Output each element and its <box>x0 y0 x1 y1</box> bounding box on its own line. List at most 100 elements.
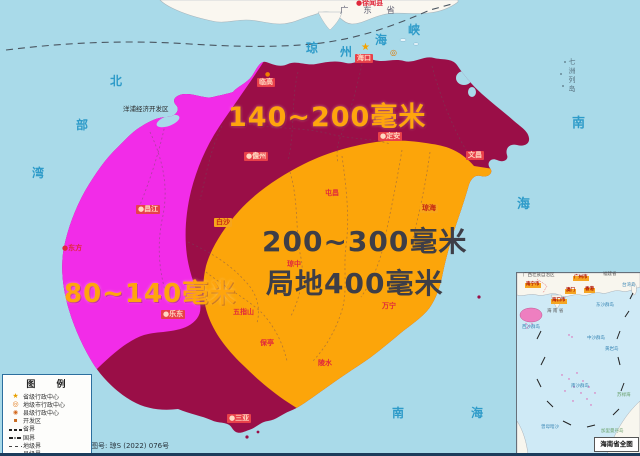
city-label-ledong: ●乐东 <box>161 310 186 319</box>
sea-label-beibu-char: 北 <box>110 74 123 88</box>
legend-item-label: 县级行政中心 <box>23 409 60 417</box>
city-label-wuzhishan: 五指山 <box>233 308 254 316</box>
sea-label-strait-char: 海 <box>375 33 388 47</box>
sea-label-southsea-char: 南 <box>572 116 586 131</box>
legend-item-label: 开发区 <box>23 418 42 426</box>
strait-boundary-line <box>5 3 453 51</box>
inset-label-zhongsha: 中沙群岛 <box>587 336 605 341</box>
inset-label-dongsha: 东沙群岛 <box>596 303 614 308</box>
strait-islet <box>399 38 407 42</box>
mainland-label-xuwen: ●徐闻县 <box>356 0 384 7</box>
legend-item-label: 省级行政中心 <box>23 393 60 401</box>
yangpu-bay <box>156 114 180 128</box>
sanya-islet <box>245 435 249 439</box>
city-label-qionghai: 琼海 <box>420 204 438 213</box>
rain-label-center-2: 局地400毫米 <box>266 267 444 300</box>
inset-malay-peninsula <box>517 420 529 454</box>
legend-item-label: 地级界 <box>23 442 42 450</box>
inset-label-xisha: 西沙群岛 <box>522 325 540 330</box>
city-label-tunchang: 屯昌 <box>325 189 339 197</box>
inset-mainland <box>517 273 640 297</box>
sea-label-beibu-char: 湾 <box>32 166 45 180</box>
city-label-sanya: ●三亚 <box>227 414 252 423</box>
inset-label-huangyan: 黄岩岛 <box>605 347 619 352</box>
inset-label-zengmu: 曾母暗沙 <box>541 425 559 430</box>
rain-label-north: 140~200毫米 <box>228 102 427 133</box>
legend-item-label: 省界 <box>23 426 36 434</box>
legend-item-label: 地级市行政中心 <box>23 401 66 409</box>
city-label-qiongzhong: 琼中 <box>287 260 301 268</box>
inset-label-haikou: 海口市 <box>551 298 567 304</box>
city-label-danzhou: ●儋州 <box>244 152 269 161</box>
mainland-label-guangdong: 广 东 省 <box>340 6 401 16</box>
sea-label-strait-char: 峡 <box>408 23 421 37</box>
dongzhai-lagoon <box>456 71 472 85</box>
city-label-wenchang: 文昌 <box>466 151 484 160</box>
mainland-xuwen-tip <box>317 11 343 31</box>
sea-label-beibu-char: 部 <box>76 118 89 132</box>
legend-prefecture-line-icon <box>8 436 23 455</box>
inset-taiwan <box>631 282 637 296</box>
inset-label-nanning: 南宁市 <box>525 282 541 288</box>
lagoon <box>468 87 476 97</box>
city-label-lingshui: 陵水 <box>318 359 332 367</box>
city-label-baisha: 白沙 <box>214 218 232 227</box>
inset-label-nansha: 南沙群岛 <box>571 384 589 389</box>
inset-label-macau: 澳门 <box>565 288 576 294</box>
legend-square-icon: ▪ <box>13 417 18 425</box>
sea-label-qizhou-islands: 七洲列岛 <box>568 58 576 94</box>
legend-province-line-icon <box>8 419 23 438</box>
city-label-dingan: ●定安 <box>378 132 403 141</box>
qizhou-islet <box>562 85 564 87</box>
city-double-circle-icon: ◎ <box>390 48 397 57</box>
legend-item-label: 国界 <box>23 434 36 442</box>
strait-islet <box>413 42 419 46</box>
legend-star-icon: ★ <box>12 392 19 401</box>
county-boundaries <box>139 63 467 362</box>
map-approval-number: 审图号: 琼S (2022) 076号 <box>84 442 170 450</box>
city-dot-icon: ● <box>265 71 271 78</box>
dazhou-islet <box>477 295 481 299</box>
inset-label-kalimantan: 加里曼丹岛 <box>601 429 624 434</box>
sea-label-southsea-bottom-char: 海 <box>471 406 484 420</box>
inset-label-guangxi: 广西壮族自治区 <box>523 273 555 278</box>
legend-circle-icon: ◉ <box>12 408 19 416</box>
sanya-islet <box>256 430 260 434</box>
mainland-guangdong <box>159 0 459 25</box>
inset-label-sulu-sea: 苏禄海 <box>617 393 631 398</box>
rain-label-west: 80~140毫米 <box>64 279 237 309</box>
label-yangpu-dev-zone: 洋浦经济开发区 <box>123 105 169 113</box>
inset-canvas <box>517 273 640 454</box>
provincial-capital-star-icon: ★ <box>361 42 370 53</box>
legend-box: 图 例 ★ 省级行政中心 ◎ 地级市行政中心 ◉ 县级行政中心 ▪ 开发区 省界 国界 … <box>2 374 92 456</box>
inset-label-hongkong: 香港 <box>584 287 595 293</box>
inset-nine-dash-line <box>536 292 634 428</box>
legend-national-line-icon <box>8 428 23 447</box>
qizhou-islet <box>560 73 562 75</box>
sea-label-southsea-char: 海 <box>517 197 531 212</box>
city-label-lingao: 临高 <box>257 78 275 87</box>
inset-title: 海南省全图 <box>594 437 639 452</box>
bottom-border <box>0 453 640 456</box>
sea-label-strait-char: 州 <box>340 45 353 59</box>
legend-title: 图 例 <box>26 380 75 390</box>
city-label-wanning: 万宁 <box>382 302 396 310</box>
city-label-dongfang: ●东方 <box>62 244 83 252</box>
city-label-baoting: 保亭 <box>260 339 274 347</box>
legend-double-circle-icon: ◎ <box>12 400 19 409</box>
qizhou-islet <box>564 61 566 63</box>
city-label-haikou: 海口 <box>355 54 373 63</box>
zone-80-140mm <box>62 57 270 430</box>
rain-label-center-1: 200~300毫米 <box>262 225 468 258</box>
inset-island-dots <box>525 323 596 406</box>
inset-label-fujian: 福建省 <box>603 272 617 277</box>
inset-map-hainan-province: 广西壮族自治区 福建省 南宁市 广州市 澳门 香港 台湾岛 海口市 海 南 省 … <box>516 272 640 455</box>
inset-label-hainan-province: 海 南 省 <box>547 309 564 314</box>
inset-label-guangzhou: 广州市 <box>573 275 589 281</box>
sea-label-southsea-bottom-char: 南 <box>392 406 405 420</box>
inset-hainan-island <box>519 307 543 323</box>
city-label-changjiang: ●昌江 <box>136 205 161 214</box>
inset-province-border <box>536 278 548 294</box>
